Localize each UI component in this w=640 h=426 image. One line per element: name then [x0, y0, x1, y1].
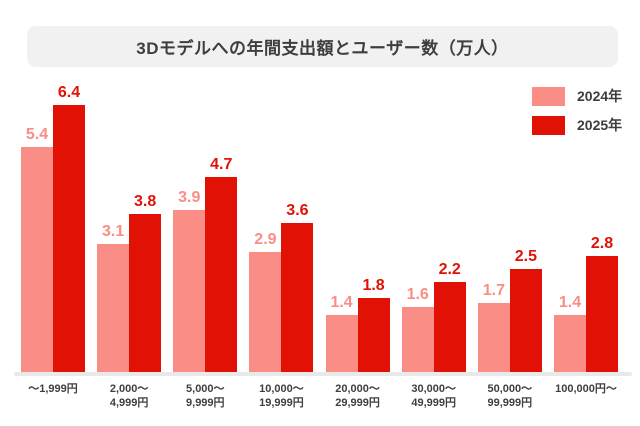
- legend: 2024年 2025年: [532, 86, 622, 135]
- value-label: 5.4: [25, 126, 49, 143]
- bar-2024年: 3.9: [173, 190, 206, 374]
- value-label: 2.5: [514, 248, 537, 265]
- bar-2025年: 3.8: [129, 194, 162, 374]
- value-label: 1.4: [330, 294, 353, 311]
- legend-swatch: [532, 86, 565, 106]
- bar-2025年: 1.8: [357, 278, 390, 374]
- bar-2024年: 1.4: [553, 295, 586, 374]
- x-axis-labels: ～1,999円 2,000～ 4,999円 5,000～ 9,999円 10,000～ 19…: [21, 382, 618, 410]
- x-axis-label: 10,000～ 19,999円: [259, 383, 304, 409]
- bar-2025年: 2.8: [585, 236, 618, 374]
- x-axis-label: 20,000～ 29,999円: [335, 383, 380, 409]
- legend-label: 2024年: [577, 88, 623, 104]
- bar-2025年: 4.7: [205, 157, 238, 374]
- x-axis-line: [14, 372, 632, 376]
- bar-2024年: 1.7: [477, 283, 510, 374]
- chart-title-banner: 3Dモデルへの年間支出額とユーザー数（万人）: [27, 26, 618, 67]
- value-label: 1.7: [482, 282, 505, 299]
- bar-2024年: 1.6: [401, 287, 434, 374]
- value-label: 2.9: [254, 231, 277, 248]
- legend-swatch: [532, 115, 565, 135]
- value-label: 6.4: [57, 84, 81, 101]
- bar-group: 1.7 2.5: [477, 249, 542, 374]
- value-label: 4.7: [210, 156, 233, 173]
- plot-area: 5.4 6.4 3.1 3.8 3.9 4.7 2.9 3.6 1.4 1.8 1.6 2.2 1.7 2…: [21, 85, 618, 374]
- bar-2024年: 1.4: [325, 295, 358, 374]
- bar-2024年: 3.1: [97, 224, 130, 374]
- value-label: 3.6: [286, 202, 309, 219]
- x-axis-label: 2,000～ 4,999円: [109, 383, 149, 409]
- value-label: 2.2: [438, 261, 461, 278]
- value-label: 1.6: [406, 286, 429, 303]
- bar-group: 3.1 3.8: [97, 194, 162, 374]
- bar-group: 3.9 4.7: [173, 157, 238, 374]
- value-label: 1.4: [558, 294, 582, 311]
- bar-group: 1.6 2.2: [401, 262, 466, 374]
- x-axis-label: ～1,999円: [28, 383, 78, 395]
- value-label: 1.8: [362, 277, 385, 294]
- bar-2024年: 5.4: [21, 127, 53, 374]
- value-label: 3.8: [134, 193, 157, 210]
- bar-2024年: 2.9: [249, 232, 282, 374]
- bar-group: 1.4 1.8: [325, 278, 390, 374]
- bar-group: 1.4 2.8: [553, 236, 618, 374]
- bar-group: 2.9 3.6: [249, 203, 314, 374]
- legend-item: 2024年: [532, 86, 622, 106]
- legend-item: 2025年: [532, 115, 622, 135]
- bar-2025年: 6.4: [53, 85, 85, 374]
- bar-2025年: 3.6: [281, 203, 314, 374]
- x-axis-label: 50,000～ 99,999円: [487, 383, 533, 409]
- x-axis-label: 5,000～ 9,999円: [186, 383, 225, 409]
- x-axis-label: 30,000～ 49,999円: [411, 383, 457, 409]
- value-label: 3.9: [178, 189, 201, 206]
- legend-label: 2025年: [577, 117, 623, 133]
- chart-title: 3Dモデルへの年間支出額とユーザー数（万人）: [136, 39, 509, 58]
- bar-2025年: 2.2: [433, 262, 466, 374]
- value-label: 2.8: [590, 235, 614, 252]
- bar-group: 5.4 6.4: [21, 85, 85, 374]
- value-label: 3.1: [102, 223, 125, 240]
- x-axis-label: 100,000円～: [555, 383, 617, 395]
- bar-2025年: 2.5: [509, 249, 542, 374]
